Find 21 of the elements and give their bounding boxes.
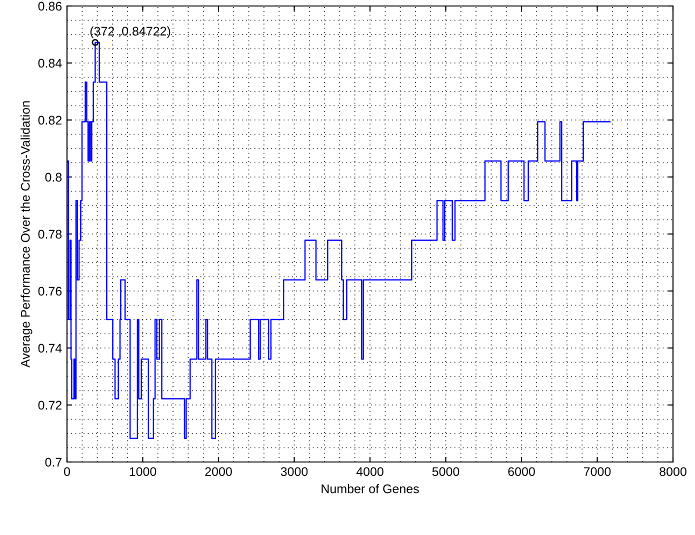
y-tick-label: 0.82 xyxy=(38,116,62,125)
x-tick-label: 8000 xyxy=(660,467,686,476)
x-tick-label: 0 xyxy=(64,467,70,476)
y-tick-label: 0.74 xyxy=(38,344,62,353)
y-tick-label: 0.78 xyxy=(38,230,62,239)
y-tick-label: 0.76 xyxy=(38,286,62,296)
y-tick-label: 0.7 xyxy=(45,458,62,467)
x-axis-title: Number of Genes xyxy=(322,484,419,494)
y-axis-title: Average Performance Over the Cross-Validation xyxy=(20,101,32,368)
x-tick-label: 5000 xyxy=(432,467,460,476)
y-tick-label: 0.72 xyxy=(38,400,62,410)
annotation: (372 ,0.84722) xyxy=(90,26,170,38)
x-tick-label: 2000 xyxy=(205,467,232,476)
x-tick-label: 6000 xyxy=(508,467,535,476)
x-tick-label: 4000 xyxy=(356,467,384,476)
x-tick-label: 3000 xyxy=(280,467,308,476)
x-tick-label: 1000 xyxy=(130,467,156,476)
y-tick-label: 0.86 xyxy=(38,2,62,11)
x-tick-label: 7000 xyxy=(584,467,611,476)
y-tick-label: 0.84 xyxy=(38,58,62,68)
y-tick-label: 0.8 xyxy=(45,172,62,182)
